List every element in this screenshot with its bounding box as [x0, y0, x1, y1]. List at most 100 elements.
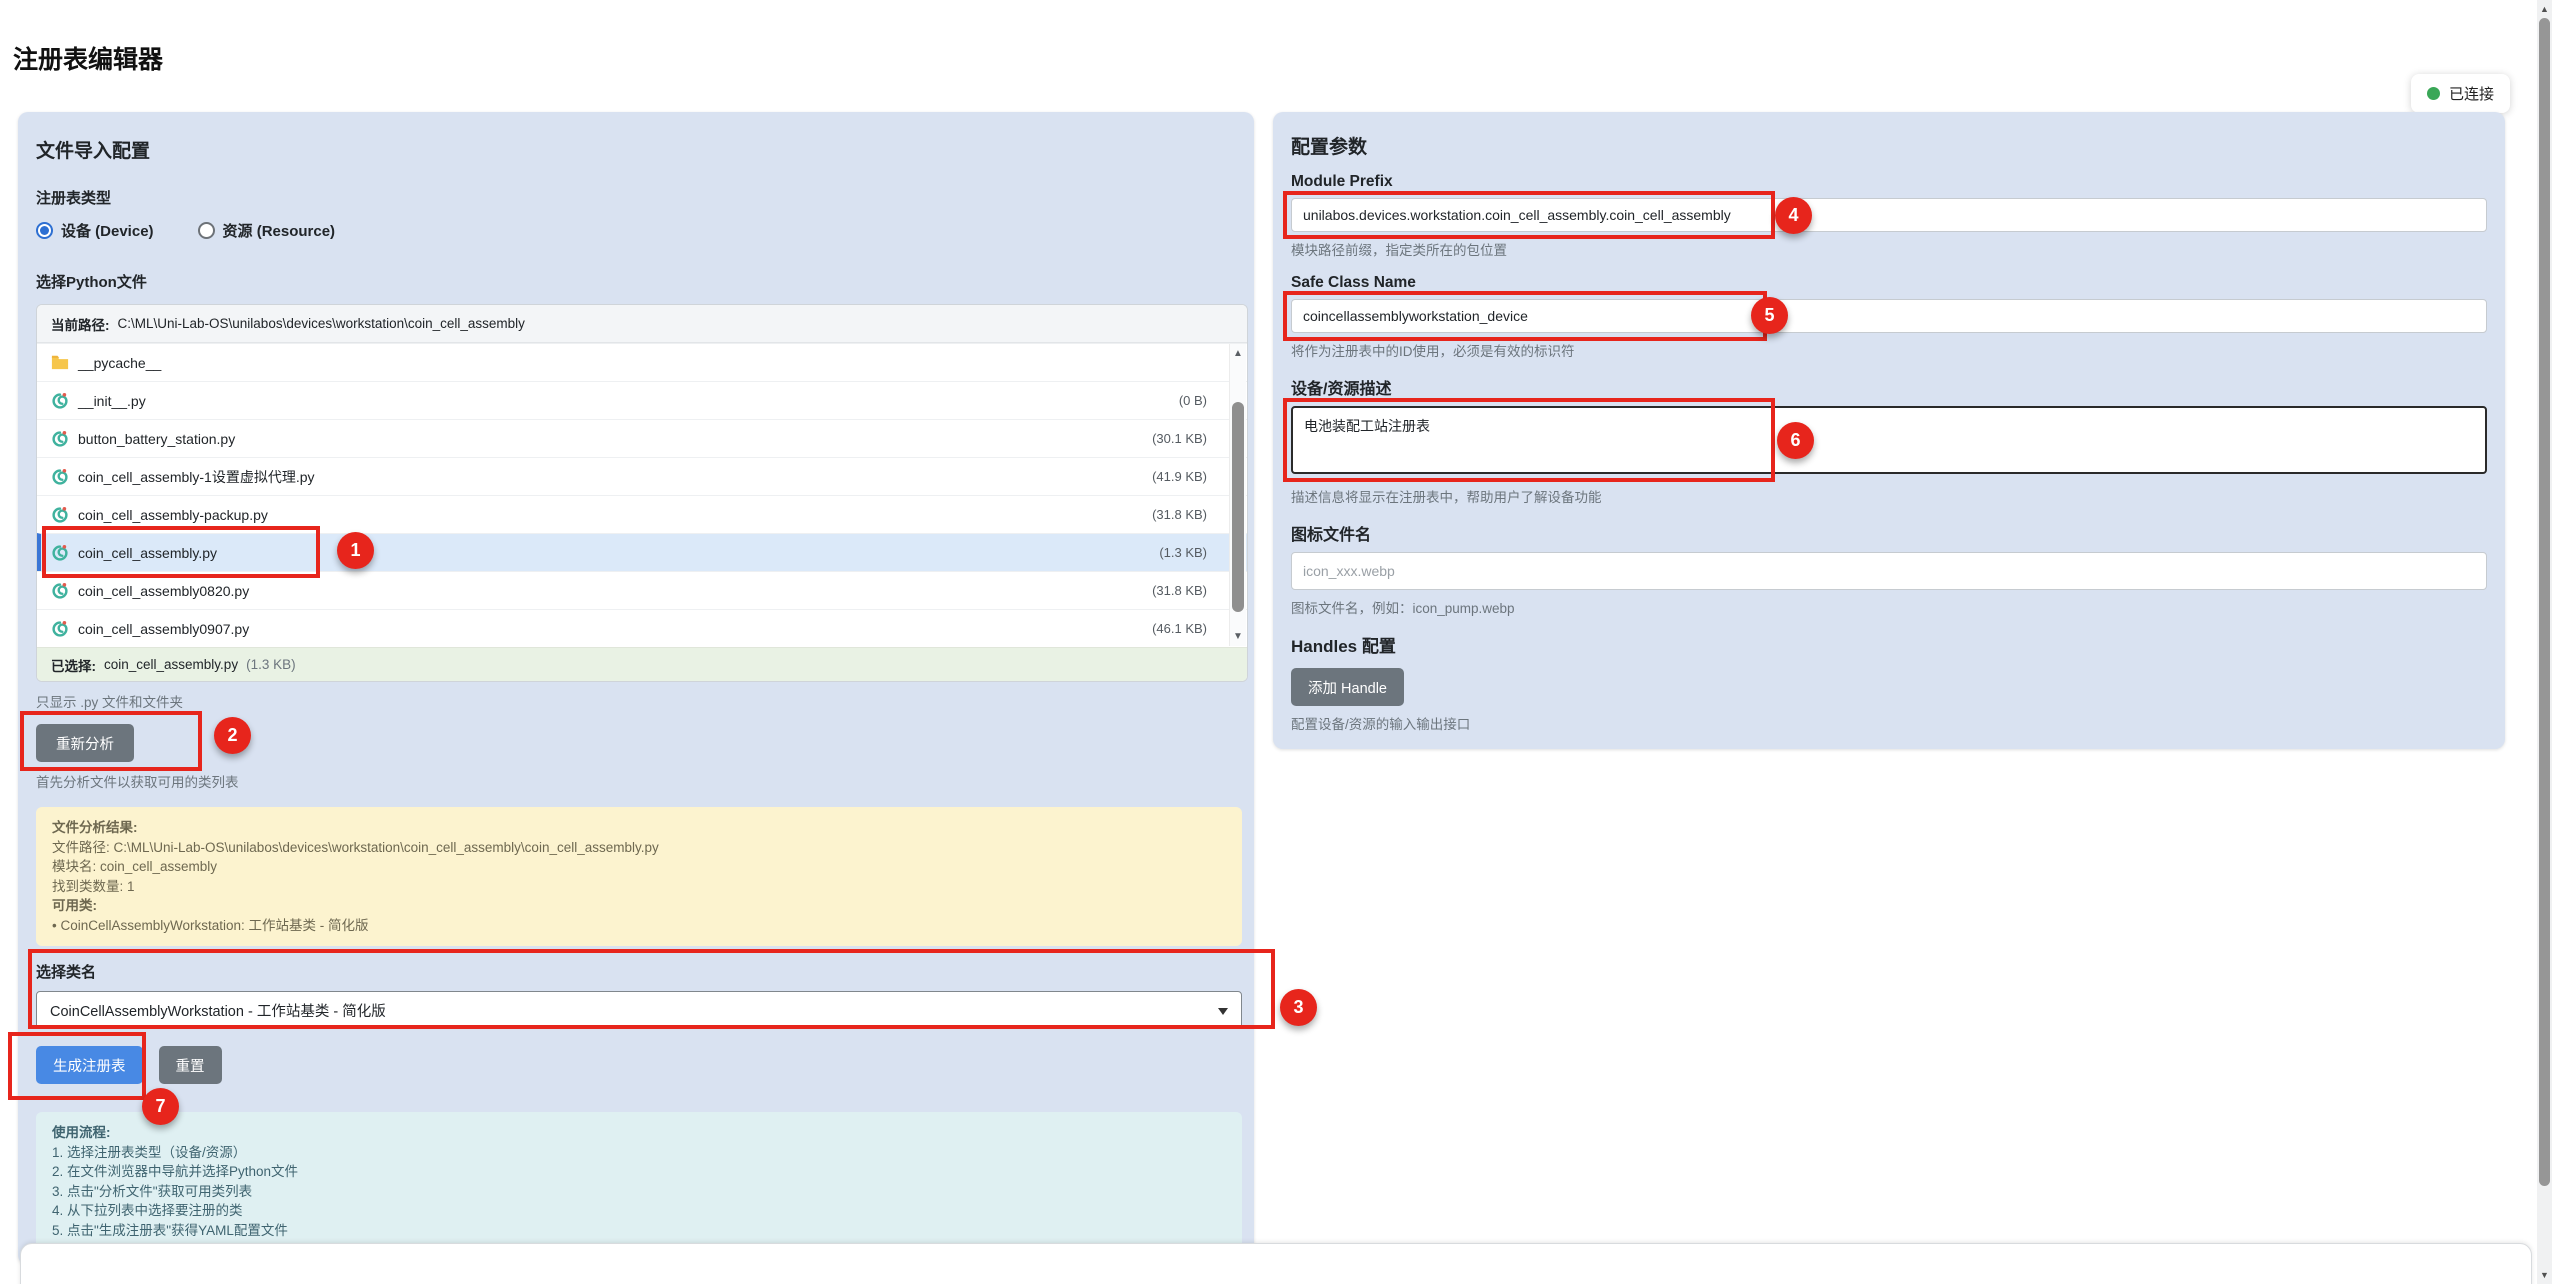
file-name: coin_cell_assembly0820.py: [78, 582, 250, 599]
page-title: 注册表编辑器: [13, 46, 164, 74]
config-params-panel: 配置参数 Module Prefix 4 模块路径前缀，指定类所在的包位置 Sa…: [1273, 112, 2505, 749]
file-row-virtual-proxy[interactable]: coin_cell_assembly-1设置虚拟代理.py (41.9 KB): [37, 457, 1247, 495]
selected-file-label: 已选择:: [51, 658, 96, 674]
icon-filename-label: 图标文件名: [1291, 527, 1372, 544]
file-size: (31.8 KB): [1152, 507, 1207, 522]
analyze-hint: 首先分析文件以获取可用的类列表: [36, 775, 239, 790]
radio-resource-label: 资源 (Resource): [222, 223, 336, 240]
analysis-class-line: • CoinCellAssemblyWorkstation: 工作站基类 - 简…: [52, 917, 369, 933]
current-path-bar: 当前路径: C:\ML\Uni-Lab-OS\unilabos\devices\…: [37, 305, 1247, 343]
reset-button[interactable]: 重置: [158, 1046, 222, 1084]
folder-icon: [51, 354, 69, 372]
chevron-down-icon: [1218, 1008, 1228, 1015]
file-row-selected[interactable]: coin_cell_assembly.py (1.3 KB) 1: [37, 526, 1247, 578]
usage-step: 5. 点击"生成注册表"获得YAML配置文件: [52, 1222, 288, 1238]
filter-note: 只显示 .py 文件和文件夹: [36, 695, 184, 710]
main-columns: 文件导入配置 注册表类型 设备 (Device) 资源 (Resource) 选…: [8, 112, 2505, 1265]
bottom-panel-partial: [20, 1243, 2532, 1284]
file-list-scroll-thumb[interactable]: [1232, 402, 1244, 612]
current-path-value: C:\ML\Uni-Lab-OS\unilabos\devices\workst…: [117, 316, 525, 331]
scroll-down-icon[interactable]: ▼: [1233, 631, 1243, 642]
file-row-0907[interactable]: coin_cell_assembly0907.py (46.1 KB): [37, 609, 1247, 647]
selected-file-bar: 已选择: coin_cell_assembly.py (1.3 KB): [37, 647, 1247, 681]
usage-flow-box: 使用流程: 1. 选择注册表类型（设备/资源） 2. 在文件浏览器中导航并选择P…: [36, 1112, 1242, 1251]
current-path-label: 当前路径:: [51, 317, 110, 333]
file-size: (0 B): [1178, 393, 1207, 408]
radio-checked-icon[interactable]: [36, 222, 53, 239]
file-row-button-battery[interactable]: button_battery_station.py (30.1 KB): [37, 419, 1247, 457]
file-row-pycache[interactable]: __pycache__: [37, 343, 1247, 381]
python-file-icon: [51, 468, 69, 486]
file-size: (46.1 KB): [1152, 621, 1207, 636]
add-handle-button[interactable]: 添加 Handle: [1291, 668, 1404, 706]
handles-hint: 配置设备/资源的输入输出接口: [1291, 717, 1471, 732]
icon-filename-hint: 图标文件名，例如：icon_pump.webp: [1291, 601, 1515, 616]
select-python-file-label: 选择Python文件: [36, 274, 147, 291]
usage-step: 2. 在文件浏览器中导航并选择Python文件: [52, 1164, 299, 1179]
python-file-icon: [51, 392, 69, 410]
python-file-icon: [51, 544, 69, 562]
registry-type-label: 注册表类型: [36, 190, 112, 207]
radio-unchecked-icon[interactable]: [197, 222, 215, 239]
python-file-icon: [51, 506, 69, 524]
file-browser: 当前路径: C:\ML\Uni-Lab-OS\unilabos\devices\…: [36, 304, 1248, 682]
module-prefix-label: Module Prefix: [1291, 173, 1393, 190]
page-scroll-up-icon[interactable]: ▲: [2540, 4, 2549, 14]
reanalyze-button[interactable]: 重新分析: [36, 724, 134, 762]
page-scroll-thumb[interactable]: [2539, 18, 2550, 1186]
class-select-value: CoinCellAssemblyWorkstation - 工作站基类 - 简化…: [50, 1003, 386, 1020]
connection-status-label: 已连接: [2448, 86, 2494, 103]
python-file-icon: [51, 430, 69, 448]
description-hint: 描述信息将显示在注册表中，帮助用户了解设备功能: [1291, 490, 1602, 505]
file-row-init[interactable]: __init__.py (0 B): [37, 381, 1247, 419]
module-prefix-input[interactable]: [1291, 198, 2487, 232]
file-name: coin_cell_assembly0907.py: [78, 620, 250, 637]
selected-file-size: (1.3 KB): [246, 657, 296, 672]
description-label: 设备/资源描述: [1291, 381, 1392, 398]
file-name: __pycache__: [78, 354, 162, 371]
page-scrollbar[interactable]: ▲ ▼: [2537, 0, 2552, 1284]
file-size: (31.8 KB): [1152, 583, 1207, 598]
connected-dot-icon: [2426, 87, 2440, 100]
file-name: __init__.py: [78, 392, 146, 409]
safe-class-name-hint: 将作为注册表中的ID使用，必须是有效的标识符: [1291, 344, 1575, 359]
module-prefix-hint: 模块路径前缀，指定类所在的包位置: [1291, 243, 1507, 258]
analysis-path-line: 文件路径: C:\ML\Uni-Lab-OS\unilabos\devices\…: [52, 839, 659, 855]
class-select[interactable]: CoinCellAssemblyWorkstation - 工作站基类 - 简化…: [36, 991, 1242, 1029]
python-file-icon: [51, 620, 69, 638]
analysis-title: 文件分析结果:: [52, 820, 138, 835]
registry-type-radios: 设备 (Device) 资源 (Resource): [36, 220, 1236, 241]
usage-step: 1. 选择注册表类型（设备/资源）: [52, 1144, 247, 1160]
file-name: coin_cell_assembly-1设置虚拟代理.py: [78, 468, 315, 485]
selected-file-name: coin_cell_assembly.py: [104, 657, 239, 672]
analysis-result-box: 文件分析结果: 文件路径: C:\ML\Uni-Lab-OS\unilabos\…: [36, 807, 1242, 946]
analysis-module-line: 模块名: coin_cell_assembly: [52, 859, 218, 874]
scroll-up-icon[interactable]: ▲: [1233, 348, 1243, 359]
page-scroll-down-icon[interactable]: ▼: [2540, 1270, 2549, 1280]
file-name: button_battery_station.py: [78, 430, 236, 447]
file-size: (1.3 KB): [1159, 545, 1207, 560]
usage-step: 4. 从下拉列表中选择要注册的类: [52, 1203, 243, 1218]
file-list-scrollbar[interactable]: ▲ ▼: [1229, 344, 1246, 646]
connection-status-badge: 已连接: [2410, 74, 2510, 113]
file-name: coin_cell_assembly.py: [78, 544, 218, 561]
action-buttons-row: 生成注册表 7 重置: [8, 1032, 1236, 1125]
radio-device[interactable]: 设备 (Device): [36, 220, 154, 241]
file-size: (41.9 KB): [1152, 469, 1207, 484]
handles-config-heading: Handles 配置: [1291, 637, 1396, 656]
safe-class-name-input[interactable]: [1291, 299, 2487, 333]
annotation-badge-2: 2: [214, 717, 251, 754]
usage-step: 3. 点击"分析文件"获取可用类列表: [52, 1183, 253, 1199]
icon-filename-input[interactable]: [1291, 552, 2487, 590]
analysis-count-line: 找到类数量: 1: [52, 878, 135, 894]
generate-registry-button[interactable]: 生成注册表: [36, 1046, 143, 1084]
file-row-0820[interactable]: coin_cell_assembly0820.py (31.8 KB): [37, 571, 1247, 609]
python-file-icon: [51, 582, 69, 600]
radio-resource[interactable]: 资源 (Resource): [197, 220, 336, 241]
config-params-heading: 配置参数: [1291, 137, 1368, 158]
class-select-group: 选择类名 CoinCellAssemblyWorkstation - 工作站基类…: [28, 949, 1317, 1029]
file-row-packup[interactable]: coin_cell_assembly-packup.py (31.8 KB): [37, 495, 1247, 533]
description-textarea[interactable]: 电池装配工站注册表: [1291, 406, 2487, 474]
safe-class-name-label: Safe Class Name: [1291, 274, 1416, 291]
file-name: coin_cell_assembly-packup.py: [78, 506, 268, 523]
